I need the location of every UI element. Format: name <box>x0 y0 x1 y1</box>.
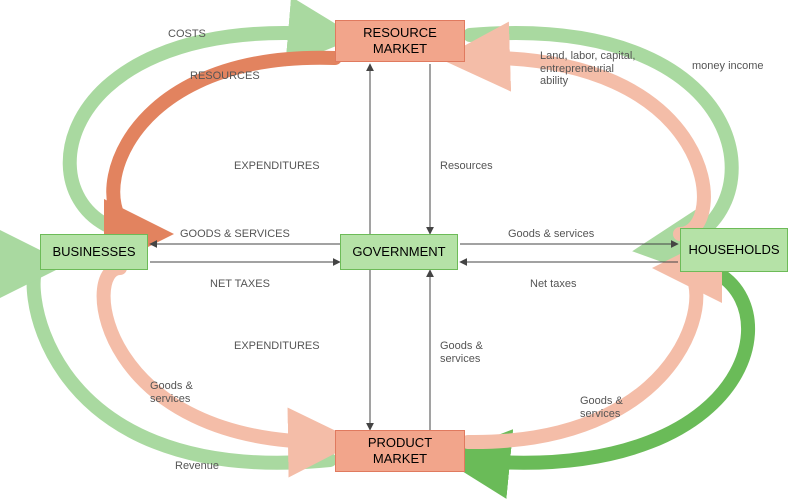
resource-market-node: RESOURCE MARKET <box>335 20 465 62</box>
label-resources-mid: Resources <box>440 160 493 173</box>
flow-inner-bot-left <box>104 268 330 442</box>
label-expenditures-top: EXPENDITURES <box>234 160 320 173</box>
label-goods-left-top: GOODS & SERVICES <box>180 228 290 241</box>
label-expenditures-bot: EXPENDITURES <box>234 340 320 353</box>
label-land-labor: Land, labor, capital, entrepreneurial ab… <box>540 50 635 88</box>
flow-inner-top-left <box>113 58 335 234</box>
product-market-node: PRODUCT MARKET <box>335 430 465 472</box>
label-goods-bot-left: Goods & services <box>150 380 193 405</box>
label-costs: COSTS <box>168 28 206 41</box>
label-money-income: money income <box>692 60 764 73</box>
households-node: HOUSEHOLDS <box>680 228 788 272</box>
label-resources-top: RESOURCES <box>190 70 260 83</box>
label-net-taxes-left: NET TAXES <box>210 278 270 291</box>
label-goods-mid-bot: Goods & services <box>440 340 483 365</box>
flow-outer-bot-left <box>34 264 330 463</box>
label-revenue: Revenue <box>175 460 219 473</box>
label-goods-right-top: Goods & services <box>508 228 594 241</box>
circular-flow-diagram: { "canvas": { "width": 800, "height": 50… <box>0 0 800 500</box>
flow-outer-bot-right <box>468 264 748 463</box>
label-net-taxes-right: Net taxes <box>530 278 576 291</box>
government-node: GOVERNMENT <box>340 234 458 270</box>
label-goods-bot-right: Goods & services <box>580 395 623 420</box>
businesses-node: BUSINESSES <box>40 234 148 270</box>
